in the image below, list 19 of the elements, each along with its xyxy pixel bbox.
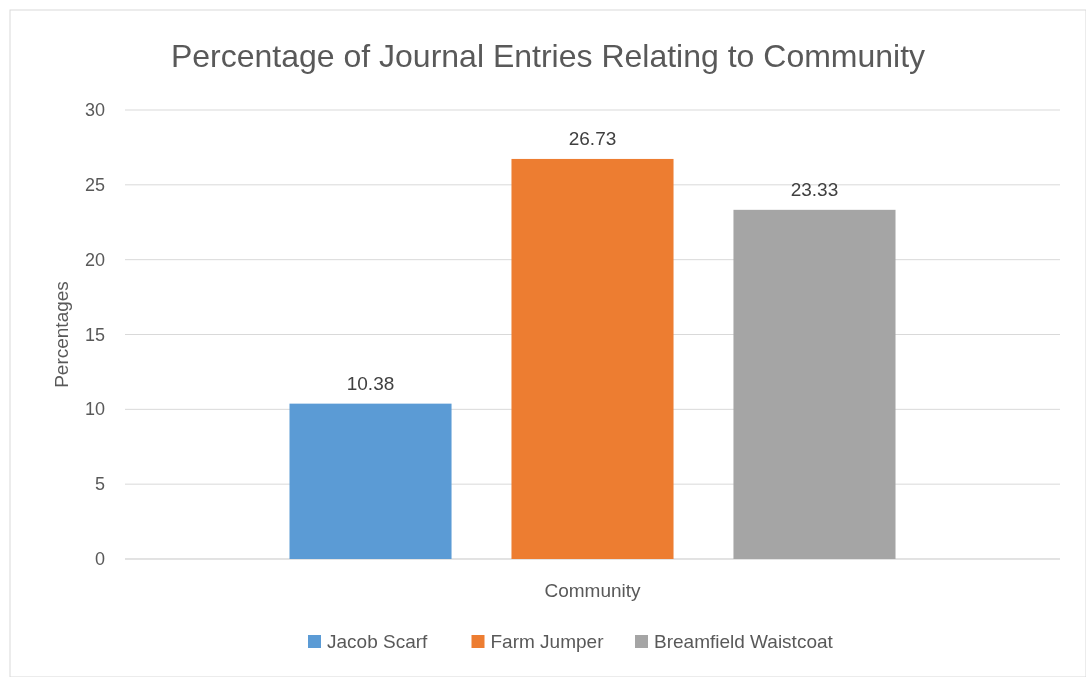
bar [511,158,674,559]
bar [289,403,452,559]
legend-label: Farm Jumper [490,631,605,652]
bar [733,209,896,559]
chart-title: Percentage of Journal Entries Relating to Community [170,38,926,74]
y-tick-label: 20 [84,249,105,270]
legend-label: Jacob Scarf [327,631,429,652]
y-tick-label: 0 [94,549,105,569]
y-tick-label: 15 [84,324,105,345]
data-label: 23.33 [790,178,839,200]
y-tick-label: 10 [84,399,105,420]
data-label: 26.73 [568,127,617,149]
y-tick-label: 5 [94,474,105,495]
legend-label: Breamfield Waistcoat [654,631,834,652]
y-tick-label: 30 [84,100,105,120]
y-axis-title: Percentages [51,281,72,388]
data-label: 10.38 [346,372,395,394]
y-tick-label: 25 [84,174,105,195]
x-tick-label: Community [544,580,642,601]
